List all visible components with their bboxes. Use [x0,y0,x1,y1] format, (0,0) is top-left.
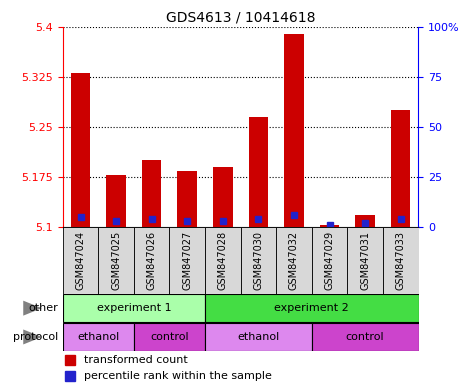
Bar [320,225,339,227]
FancyBboxPatch shape [169,227,205,294]
Text: ethanol: ethanol [77,332,120,342]
Text: transformed count: transformed count [84,356,188,366]
FancyBboxPatch shape [276,227,312,294]
Polygon shape [23,301,42,316]
Text: GSM847025: GSM847025 [111,230,121,290]
Bar [178,171,197,227]
FancyBboxPatch shape [134,227,169,294]
Text: GSM847030: GSM847030 [253,231,264,290]
Bar [142,160,161,227]
Title: GDS4613 / 10414618: GDS4613 / 10414618 [166,10,315,24]
Text: GSM847027: GSM847027 [182,230,193,290]
Bar [71,73,90,227]
FancyBboxPatch shape [63,323,134,351]
Text: GSM847033: GSM847033 [396,231,406,290]
FancyBboxPatch shape [99,227,134,294]
Text: control: control [150,332,189,342]
Bar [391,110,411,227]
FancyBboxPatch shape [312,323,418,351]
Text: other: other [28,303,58,313]
Text: GSM847031: GSM847031 [360,231,370,290]
Bar [355,215,375,227]
FancyBboxPatch shape [63,295,205,322]
Text: GSM847029: GSM847029 [325,231,335,290]
Text: control: control [346,332,385,342]
FancyBboxPatch shape [63,227,99,294]
Bar [213,167,232,227]
Bar [284,33,304,227]
Bar [106,175,126,227]
Text: GSM847024: GSM847024 [75,231,86,290]
FancyBboxPatch shape [347,227,383,294]
FancyBboxPatch shape [383,227,418,294]
Text: experiment 1: experiment 1 [97,303,171,313]
Text: percentile rank within the sample: percentile rank within the sample [84,371,272,381]
Polygon shape [23,329,42,344]
Bar [249,117,268,227]
Text: GSM847026: GSM847026 [146,231,157,290]
Text: ethanol: ethanol [237,332,279,342]
Text: GSM847028: GSM847028 [218,231,228,290]
FancyBboxPatch shape [205,227,241,294]
FancyBboxPatch shape [205,295,418,322]
Text: protocol: protocol [13,332,58,342]
Text: GSM847032: GSM847032 [289,231,299,290]
Text: experiment 2: experiment 2 [274,303,349,313]
FancyBboxPatch shape [134,323,205,351]
FancyBboxPatch shape [205,323,312,351]
FancyBboxPatch shape [312,227,347,294]
FancyBboxPatch shape [241,227,276,294]
